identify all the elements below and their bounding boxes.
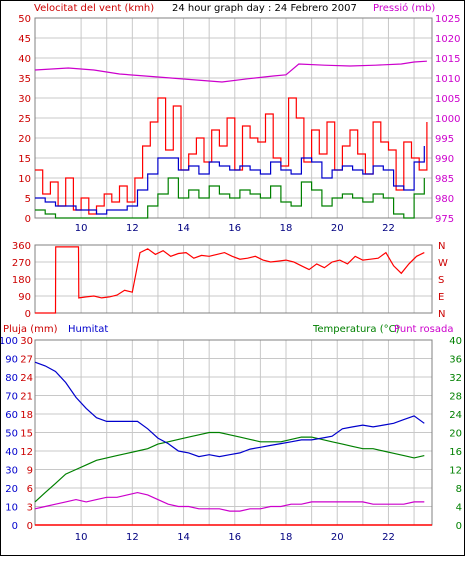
hour-tick-label: 12: [126, 223, 139, 234]
wind-tick-label: 25: [18, 114, 31, 125]
humidity-axis-label: Humitat: [68, 324, 108, 335]
rain-tick-label: 6: [27, 484, 33, 495]
pressure-axis-label: Pressió (mb): [373, 2, 435, 14]
compass-tick-label: W: [438, 258, 448, 269]
wind-tick-label: 15: [18, 154, 31, 165]
dewpoint-line: [34, 491, 425, 512]
pressure-tick-label: 1005: [435, 94, 460, 105]
humidity-tick-label: 50: [5, 429, 18, 440]
low-wind-line: [35, 177, 425, 219]
temperature-tick-label: 32: [449, 373, 462, 384]
wind-axis-label: Velocitat del vent (kmh): [34, 3, 154, 14]
pressure-tick-label: 1025: [435, 14, 460, 25]
humidity-tick-label: 60: [5, 410, 18, 421]
wind-tick-label: 45: [18, 34, 31, 45]
direction-tick-label: 90: [18, 292, 31, 303]
humidity-tick-label: 40: [5, 447, 18, 458]
hour-tick-label: 14: [177, 223, 190, 234]
temperature-tick-label: 40: [449, 336, 462, 347]
hour-tick-label-bottom: 14: [177, 532, 190, 543]
dewpoint-axis-label: Punt rosada: [394, 324, 453, 335]
wind-tick-label: 35: [18, 74, 31, 85]
compass-tick-label: E: [438, 292, 444, 303]
rain-tick-label: 3: [27, 503, 33, 514]
humidity-tick-label: 100: [1, 336, 18, 347]
temperature-tick-label: 28: [449, 392, 462, 403]
pressure-line: [34, 60, 427, 83]
humidity-tick-label: 80: [5, 373, 18, 384]
rain-tick-label: 12: [20, 447, 33, 458]
wind-tick-label: 20: [18, 134, 31, 145]
pressure-tick-label: 1020: [435, 34, 460, 45]
humidity-tick-label: 10: [5, 503, 18, 514]
wind-tick-label: 50: [18, 14, 31, 25]
avg-wind-line: [35, 146, 425, 215]
rain-tick-label: 0: [27, 521, 33, 532]
rain-axis-label: Pluja (mm): [3, 324, 58, 335]
rain-tick-label: 24: [20, 373, 33, 384]
compass-tick-label: N: [438, 241, 445, 252]
direction-line: [35, 246, 425, 314]
temperature-tick-label: 24: [449, 410, 462, 421]
pressure-tick-label: 985: [435, 174, 454, 185]
chart-title: 24 hour graph day : 24 Febrero 2007: [172, 3, 357, 14]
humidity-tick-label: 0: [12, 521, 18, 532]
pressure-tick-label: 990: [435, 154, 454, 165]
direction-tick-label: 360: [12, 241, 31, 252]
pressure-tick-label: 995: [435, 134, 454, 145]
pressure-tick-label: 1000: [435, 114, 460, 125]
wind-tick-label: 0: [25, 214, 31, 225]
wind-tick-label: 30: [18, 94, 31, 105]
gust-line: [35, 97, 428, 215]
rain-tick-label: 9: [27, 466, 33, 477]
wind-tick-label: 5: [25, 194, 31, 205]
humidity-tick-label: 20: [5, 484, 18, 495]
temperature-line: [34, 431, 425, 503]
temperature-tick-label: 8: [456, 484, 462, 495]
hour-tick-label: 10: [75, 223, 88, 234]
direction-plot-border: [34, 244, 433, 314]
rain-tick-label: 30: [20, 336, 33, 347]
temperature-tick-label: 12: [449, 466, 462, 477]
hour-tick-label: 18: [280, 223, 293, 234]
pressure-tick-label: 1010: [435, 74, 460, 85]
temperature-tick-label: 16: [449, 447, 462, 458]
pressure-tick-label: 1015: [435, 54, 460, 65]
wind-plot-border: [34, 17, 433, 219]
rain-tick-label: 27: [20, 355, 33, 366]
direction-tick-label: 270: [12, 258, 31, 269]
wind-tick-label: 10: [18, 174, 31, 185]
pressure-tick-label: 975: [435, 214, 454, 225]
direction-tick-label: 180: [12, 275, 31, 286]
hour-tick-label-bottom: 18: [280, 532, 293, 543]
panels: 0510152025303540455097598098599099510001…: [0, 14, 462, 543]
humidity-tick-label: 90: [5, 355, 18, 366]
compass-tick-label: S: [438, 275, 444, 286]
pressure-tick-label: 980: [435, 194, 454, 205]
hour-tick-label-bottom: 22: [382, 532, 395, 543]
humidity-tick-label: 30: [5, 466, 18, 477]
hour-tick-label: 16: [228, 223, 241, 234]
wind-tick-label: 40: [18, 54, 31, 65]
humidity-tick-label: 70: [5, 392, 18, 403]
hour-tick-label: 22: [382, 223, 395, 234]
hour-tick-label-bottom: 20: [331, 532, 344, 543]
compass-tick-label: N: [438, 309, 445, 320]
rain-tick-label: 21: [20, 392, 33, 403]
hour-tick-label: 20: [331, 223, 344, 234]
hour-tick-label-bottom: 10: [75, 532, 88, 543]
hour-tick-label-bottom: 12: [126, 532, 139, 543]
temperature-tick-label: 20: [449, 429, 462, 440]
temperature-axis-label: Temperatura (°C): [312, 324, 400, 335]
temperature-tick-label: 36: [449, 355, 462, 366]
temperature-tick-label: 4: [456, 503, 462, 514]
direction-tick-label: 0: [25, 309, 31, 320]
rain-tick-label: 15: [20, 429, 33, 440]
rain-tick-label: 18: [20, 410, 33, 421]
temperature-tick-label: 0: [456, 521, 462, 532]
humidity-line: [34, 361, 425, 458]
hour-tick-label-bottom: 16: [228, 532, 241, 543]
